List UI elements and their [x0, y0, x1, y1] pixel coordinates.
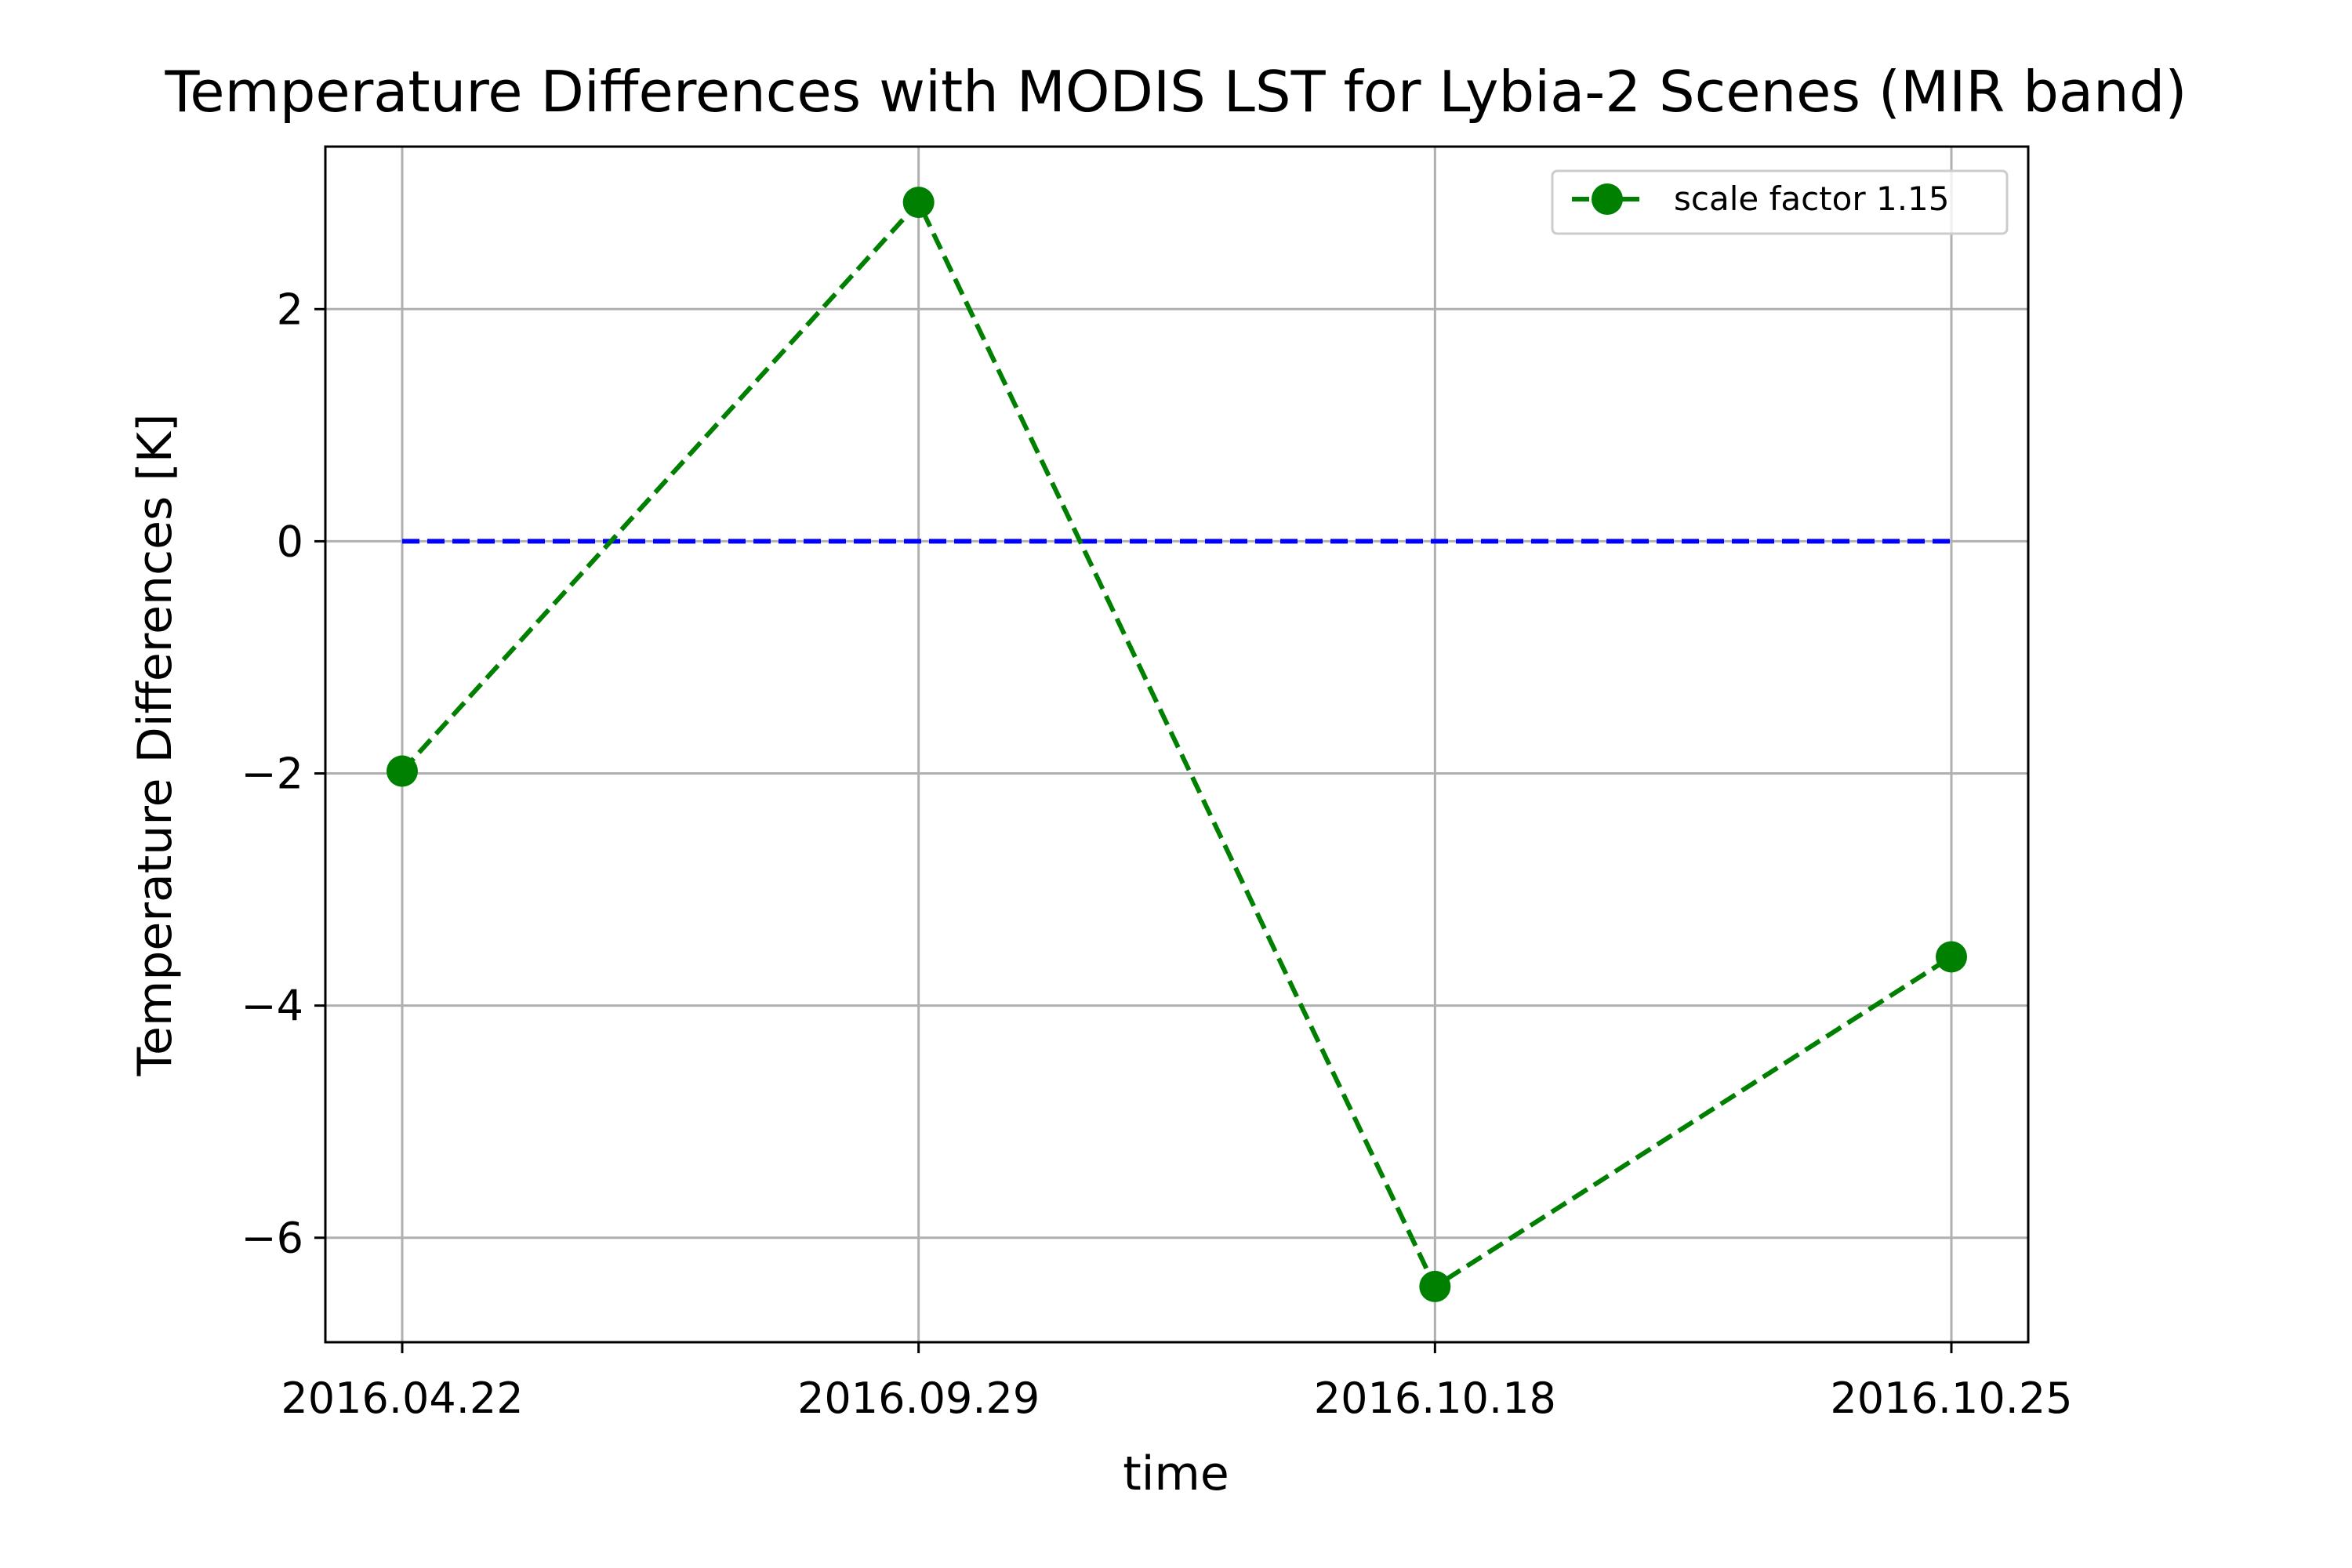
- y-axis-title: Temperature Differences [K]: [128, 414, 183, 1077]
- legend: scale factor 1.15: [1551, 169, 2009, 235]
- series-line: [400, 198, 1953, 1290]
- x-tick-label: 2016.09.29: [797, 1374, 1040, 1423]
- y-tick-label: 2: [277, 285, 303, 334]
- chart-title: Temperature Differences with MODIS LST f…: [165, 59, 2187, 125]
- y-tick-label: −4: [241, 982, 303, 1031]
- series-layer: [387, 187, 1967, 1302]
- x-tick-label: 2016.10.25: [1830, 1374, 2072, 1423]
- legend-marker: [1592, 183, 1623, 215]
- x-axis-title: time: [1123, 1446, 1229, 1501]
- plot-frame: [324, 145, 2030, 1344]
- data-point: [387, 755, 418, 787]
- data-point: [1419, 1270, 1451, 1302]
- x-tick-label: 2016.10.18: [1314, 1374, 1556, 1423]
- legend-label: scale factor 1.15: [1674, 180, 1949, 218]
- y-axis: −6 −4 −2 0 2: [241, 285, 325, 1263]
- y-tick-label: −6: [241, 1214, 303, 1263]
- y-tick-label: −2: [241, 750, 303, 799]
- data-point: [1936, 941, 1967, 973]
- x-tick-label: 2016.04.22: [281, 1374, 523, 1423]
- legend-box: [1551, 169, 2009, 235]
- data-point: [902, 187, 935, 219]
- x-axis: 2016.04.22 2016.09.29 2016.10.18 2016.10.25: [281, 1342, 2073, 1423]
- y-tick-label: 0: [277, 517, 303, 566]
